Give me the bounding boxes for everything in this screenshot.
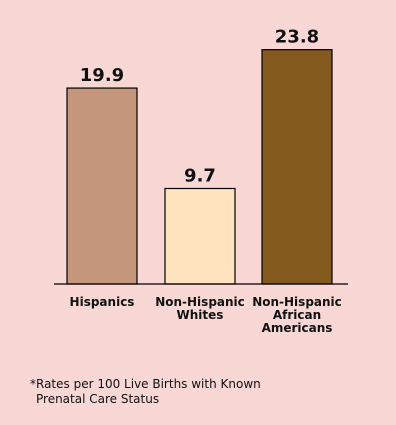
footnote: *Rates per 100 Live Births with Known Pr… bbox=[30, 377, 390, 407]
category-label-2-line-1: African bbox=[273, 308, 321, 322]
footnote-line-2: Prenatal Care Status bbox=[36, 392, 160, 406]
category-label-2-line-0: Non-Hispanic bbox=[252, 295, 342, 309]
bar-value-label-0: 19.9 bbox=[80, 65, 124, 86]
bar-value-label-2: 23.8 bbox=[275, 27, 319, 48]
footnote-line-1: *Rates per 100 Live Births with Known bbox=[30, 377, 261, 391]
category-label-1-line-0: Non-Hispanic bbox=[155, 295, 245, 309]
bar-0 bbox=[66, 87, 138, 285]
category-label-2-line-2: Americans bbox=[262, 321, 333, 335]
bar-2 bbox=[261, 49, 333, 285]
category-label-0-line-0: Hispanics bbox=[70, 295, 135, 309]
category-label-1-line-1: Whites bbox=[177, 308, 224, 322]
bar-value-label-1: 9.7 bbox=[184, 165, 216, 186]
bar-1 bbox=[164, 187, 236, 285]
